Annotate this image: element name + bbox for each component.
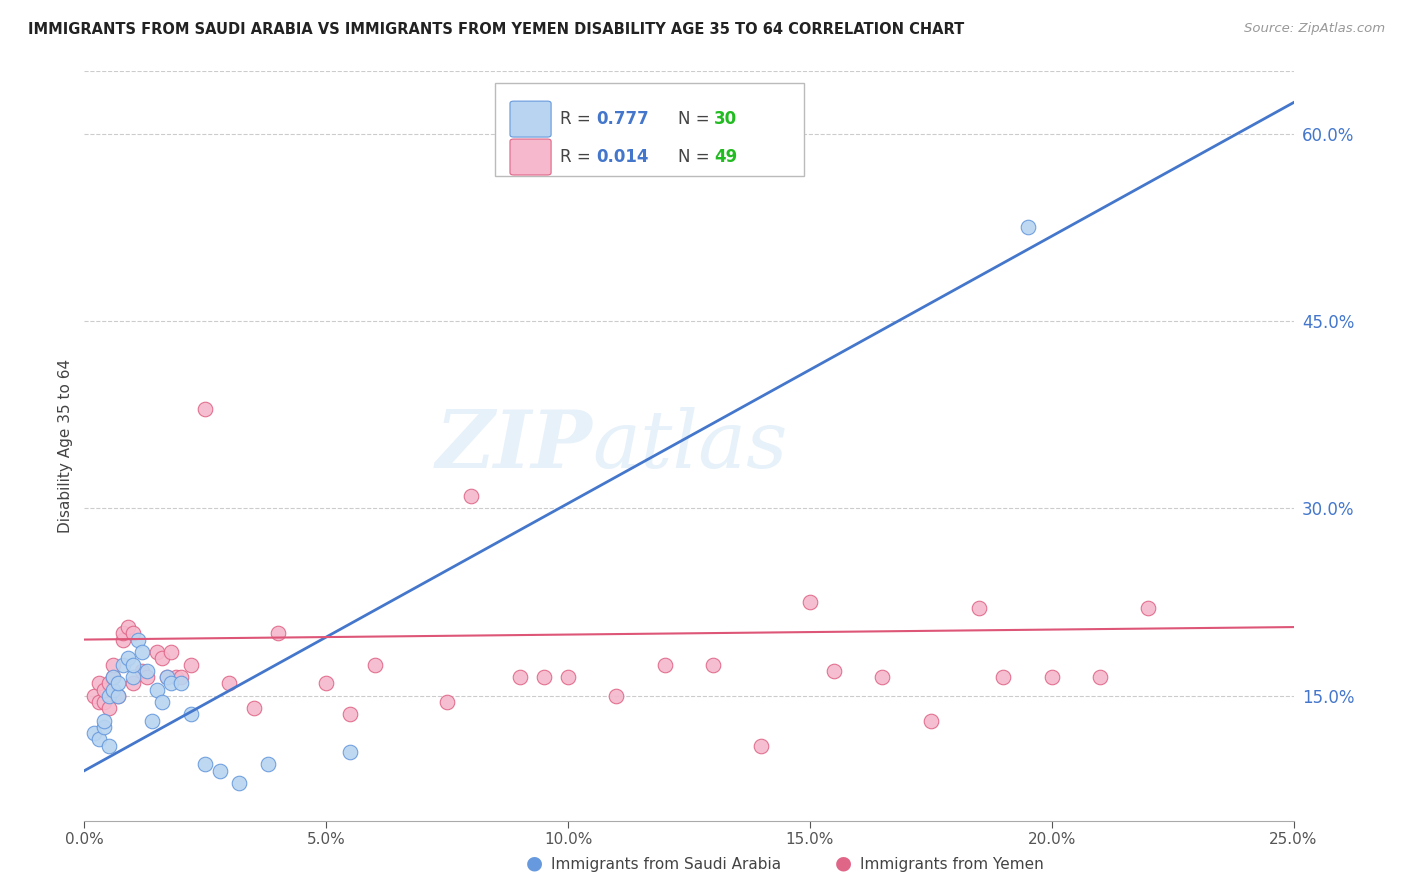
Point [180,707,202,722]
Point [799,595,821,609]
Point [103,670,125,684]
Text: Immigrants from Saudi Arabia: Immigrants from Saudi Arabia [551,857,782,872]
Text: atlas: atlas [592,408,787,484]
Point [1137,601,1160,615]
Point [170,676,193,690]
Point [533,670,555,684]
Point [117,651,139,665]
Point [242,701,264,715]
Point [180,657,202,672]
Point [557,670,579,684]
Point [87,676,110,690]
Point [1017,220,1039,235]
Point [103,670,125,684]
Point [131,645,153,659]
Point [654,657,676,672]
Point [967,601,990,615]
Point [872,670,894,684]
Point [194,401,217,416]
Point [170,670,193,684]
Point [97,676,120,690]
Point [93,720,115,734]
Point [87,732,110,747]
Point [509,670,531,684]
Text: ZIP: ZIP [436,408,592,484]
Point [141,714,163,728]
Point [87,695,110,709]
Point [460,489,482,503]
Point [121,670,143,684]
Text: 0.777: 0.777 [596,110,648,128]
Point [112,632,135,647]
Text: 0.014: 0.014 [596,148,648,166]
Point [97,739,120,753]
Text: R =: R = [560,110,596,128]
Point [103,682,125,697]
Point [103,657,125,672]
Text: N =: N = [678,110,714,128]
Point [127,632,149,647]
Text: Immigrants from Yemen: Immigrants from Yemen [860,857,1045,872]
Point [131,664,153,678]
Point [1088,670,1111,684]
Point [315,676,337,690]
Point [702,657,724,672]
Point [107,676,129,690]
Point [121,626,143,640]
Point [436,695,458,709]
Point [155,670,177,684]
Point [112,657,135,672]
Point [150,651,173,665]
FancyBboxPatch shape [495,83,804,177]
Point [363,657,385,672]
Point [97,701,120,715]
Point [605,689,627,703]
Point [218,676,240,690]
Point [194,757,217,772]
Y-axis label: Disability Age 35 to 64: Disability Age 35 to 64 [58,359,73,533]
Point [751,739,773,753]
Point [93,695,115,709]
FancyBboxPatch shape [510,101,551,137]
Point [823,664,845,678]
Point [93,682,115,697]
Point [112,626,135,640]
Text: N =: N = [678,148,714,166]
Point [83,726,105,740]
Point [136,670,159,684]
Point [993,670,1015,684]
Text: Source: ZipAtlas.com: Source: ZipAtlas.com [1244,22,1385,36]
Point [160,645,183,659]
Point [155,670,177,684]
Point [1040,670,1063,684]
Text: IMMIGRANTS FROM SAUDI ARABIA VS IMMIGRANTS FROM YEMEN DISABILITY AGE 35 TO 64 CO: IMMIGRANTS FROM SAUDI ARABIA VS IMMIGRAN… [28,22,965,37]
Point [160,676,183,690]
Point [107,689,129,703]
Point [107,689,129,703]
Text: ●: ● [835,854,852,872]
Point [339,707,361,722]
Point [165,670,187,684]
Text: 30: 30 [714,110,738,128]
Point [136,664,159,678]
Point [920,714,942,728]
Text: ●: ● [526,854,543,872]
Point [339,745,361,759]
Point [146,645,169,659]
Point [93,714,115,728]
Point [267,626,290,640]
Point [83,689,105,703]
Point [257,757,280,772]
Point [117,620,139,634]
Point [146,682,169,697]
Point [97,689,120,703]
Point [208,764,231,778]
Point [150,695,173,709]
Text: R =: R = [560,148,596,166]
Text: 49: 49 [714,148,738,166]
FancyBboxPatch shape [510,139,551,175]
Point [121,676,143,690]
Point [121,657,143,672]
Point [228,776,250,790]
